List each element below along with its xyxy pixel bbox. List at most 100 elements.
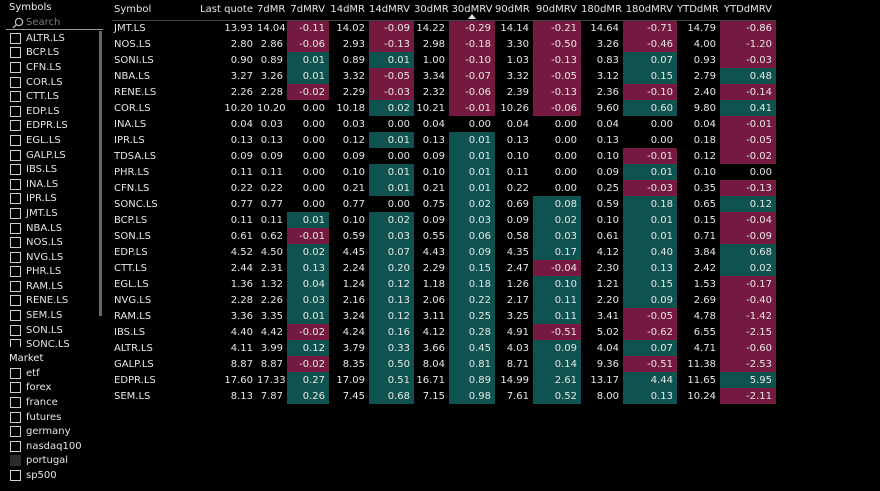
column-header-7dmr[interactable]: 7dMR — [257, 0, 287, 20]
symbol-filter-nvg-ls[interactable]: NVG.LS — [6, 250, 98, 265]
column-header-180dmr[interactable]: 180dMR — [581, 0, 623, 20]
checkbox[interactable] — [10, 91, 21, 103]
checkbox[interactable] — [10, 207, 21, 219]
checkbox[interactable] — [10, 440, 21, 452]
table-row[interactable]: RAM.LS 3.36 3.35 0.01 3.24 0.12 3.11 0.25 3.25 0.… — [112, 308, 776, 324]
market-filter-futures[interactable]: futures — [6, 410, 104, 425]
market-filter-nasdaq100[interactable]: nasdaq100 — [6, 439, 104, 454]
checkbox[interactable] — [10, 426, 21, 438]
symbol-filter-nba-ls[interactable]: NBA.LS — [6, 221, 98, 236]
table-row[interactable]: SONI.LS 0.90 0.89 0.01 0.89 0.01 1.00 -0.10 1.03… — [112, 52, 776, 68]
table-row[interactable]: EDPR.LS 17.60 17.33 0.27 17.09 0.51 16.71 0.89 1… — [112, 372, 776, 388]
symbol-filter-ibs-ls[interactable]: IBS.LS — [6, 162, 98, 177]
table-row[interactable]: EDP.LS 4.52 4.50 0.02 4.45 0.07 4.43 0.09 4.35 0.… — [112, 244, 776, 260]
checkbox[interactable] — [10, 266, 21, 278]
column-header-symbol[interactable]: Symbol — [112, 0, 176, 20]
search-box[interactable] — [6, 15, 103, 30]
checkbox[interactable] — [10, 251, 21, 263]
checkbox[interactable] — [10, 193, 21, 205]
table-row[interactable]: BCP.LS 0.11 0.11 0.01 0.10 0.02 0.09 0.03 0.09 0.… — [112, 212, 776, 228]
column-header-last-quote[interactable]: Last quote — [176, 0, 257, 20]
column-header-14dmr[interactable]: 14dMR — [329, 0, 369, 20]
symbol-filter-sonc-ls[interactable]: SONC.LS — [6, 337, 98, 347]
checkbox[interactable] — [10, 222, 21, 234]
column-header-180dmrv[interactable]: 180dMRV — [623, 0, 677, 20]
checkbox[interactable] — [10, 367, 21, 379]
search-input[interactable] — [26, 15, 102, 29]
symbol-filter-edp-ls[interactable]: EDP.LS — [6, 104, 98, 119]
symbol-filter-cfn-ls[interactable]: CFN.LS — [6, 60, 98, 75]
checkbox[interactable] — [10, 310, 21, 322]
checkbox[interactable] — [10, 47, 21, 59]
table-row[interactable]: NOS.LS 2.80 2.86 -0.06 2.93 -0.13 2.98 -0.18 3.3… — [112, 36, 776, 52]
market-filter-sp500[interactable]: sp500 — [6, 468, 104, 483]
symbol-filter-sem-ls[interactable]: SEM.LS — [6, 308, 98, 323]
column-header-90dmrv[interactable]: 90dMRV — [533, 0, 581, 20]
column-header-90dmr[interactable]: 90dMR — [495, 0, 533, 20]
symbol-filter-son-ls[interactable]: SON.LS — [6, 323, 98, 338]
column-header-14dmrv[interactable]: 14dMRV — [369, 0, 414, 20]
market-filter-france[interactable]: france — [6, 395, 104, 410]
symbol-filter-ina-ls[interactable]: INA.LS — [6, 177, 98, 192]
checkbox[interactable] — [10, 61, 21, 73]
checkbox[interactable] — [10, 396, 21, 408]
table-row[interactable]: SEM.LS 8.13 7.87 0.26 7.45 0.68 7.15 0.98 7.61 0.… — [112, 388, 776, 404]
checkbox[interactable] — [10, 280, 21, 292]
market-filter-forex[interactable]: forex — [6, 381, 104, 396]
table-row[interactable]: JMT.LS 13.93 14.04 -0.11 14.02 -0.09 14.22 -0.2… — [112, 20, 776, 36]
table-row[interactable]: COR.LS 10.20 10.20 0.00 10.18 0.02 10.21 -0.01 1… — [112, 100, 776, 116]
column-header-ytddmr[interactable]: YTDdMR — [677, 0, 720, 20]
checkbox[interactable] — [10, 32, 21, 44]
checkbox[interactable] — [10, 178, 21, 190]
table-row[interactable]: INA.LS 0.04 0.03 0.00 0.03 0.00 0.04 0.00 0.04 0.… — [112, 116, 776, 132]
symbol-filter-egl-ls[interactable]: EGL.LS — [6, 133, 98, 148]
table-row[interactable]: IBS.LS 4.40 4.42 -0.02 4.24 0.16 4.12 0.28 4.91-… — [112, 324, 776, 340]
checkbox[interactable] — [10, 120, 21, 132]
table-row[interactable]: CTT.LS 2.44 2.31 0.13 2.24 0.20 2.29 0.15 2.47 -0… — [112, 260, 776, 276]
symbol-filter-phr-ls[interactable]: PHR.LS — [6, 265, 98, 280]
symbol-filter-ram-ls[interactable]: RAM.LS — [6, 279, 98, 294]
table-row[interactable]: PHR.LS 0.11 0.11 0.00 0.10 0.01 0.10 0.01 0.11 0.… — [112, 164, 776, 180]
symbol-filter-bcp-ls[interactable]: BCP.LS — [6, 46, 98, 61]
market-filter-germany[interactable]: germany — [6, 424, 104, 439]
checkbox[interactable] — [10, 339, 21, 347]
column-header-ytddmrv[interactable]: YTDdMRV — [720, 0, 776, 20]
symbol-filter-rene-ls[interactable]: RENE.LS — [6, 294, 98, 309]
table-row[interactable]: TDSA.LS 0.09 0.09 0.00 0.09 0.00 0.09 0.01 0.10 0… — [112, 148, 776, 164]
market-filter-etf[interactable]: etf — [6, 366, 104, 381]
checkbox[interactable] — [10, 455, 21, 467]
table-row[interactable]: NBA.LS 3.27 3.26 0.01 3.32 -0.05 3.34 -0.07 3.32… — [112, 68, 776, 84]
column-header-7dmrv[interactable]: 7dMRV — [287, 0, 329, 20]
table-row[interactable]: EGL.LS 1.36 1.32 0.04 1.24 0.12 1.18 0.18 1.26 0.… — [112, 276, 776, 292]
symbol-filter-edpr-ls[interactable]: EDPR.LS — [6, 119, 98, 134]
symbol-filter-cor-ls[interactable]: COR.LS — [6, 75, 98, 90]
symbol-filter-galp-ls[interactable]: GALP.LS — [6, 148, 98, 163]
symbol-filter-ipr-ls[interactable]: IPR.LS — [6, 192, 98, 207]
checkbox[interactable] — [10, 134, 21, 146]
symbol-filter-altr-ls[interactable]: ALTR.LS — [6, 31, 98, 46]
checkbox[interactable] — [10, 237, 21, 249]
checkbox[interactable] — [10, 295, 21, 307]
checkbox[interactable] — [10, 411, 21, 423]
symbol-filter-jmt-ls[interactable]: JMT.LS — [6, 206, 98, 221]
column-header-30dmr[interactable]: 30dMR — [414, 0, 449, 20]
table-row[interactable]: CFN.LS 0.22 0.22 0.00 0.21 0.01 0.21 0.01 0.22 0.… — [112, 180, 776, 196]
checkbox[interactable] — [10, 469, 21, 481]
table-row[interactable]: SONC.LS 0.77 0.77 0.00 0.77 0.00 0.75 0.02 0.69 0… — [112, 196, 776, 212]
market-filter-portugal[interactable]: portugal — [6, 454, 104, 469]
symbol-list-scrollbar-thumb[interactable] — [99, 31, 102, 316]
column-header-30dmrv[interactable]: 30dMRV — [449, 0, 495, 20]
table-row[interactable]: SON.LS 0.61 0.62 -0.01 0.59 0.03 0.55 0.06 0.58 0… — [112, 228, 776, 244]
table-row[interactable]: GALP.LS 8.87 8.87 -0.02 8.35 0.50 8.04 0.81 8.71… — [112, 356, 776, 372]
table-row[interactable]: ALTR.LS 4.11 3.99 0.12 3.79 0.33 3.66 0.45 4.03 0… — [112, 340, 776, 356]
table-row[interactable]: RENE.LS 2.26 2.28 -0.02 2.29 -0.03 2.32 -0.06 2.… — [112, 84, 776, 100]
checkbox[interactable] — [10, 382, 21, 394]
checkbox[interactable] — [10, 76, 21, 88]
symbol-filter-nos-ls[interactable]: NOS.LS — [6, 235, 98, 250]
symbol-filter-ctt-ls[interactable]: CTT.LS — [6, 89, 98, 104]
checkbox[interactable] — [10, 149, 21, 161]
checkbox[interactable] — [10, 164, 21, 176]
checkbox[interactable] — [10, 324, 21, 336]
table-row[interactable]: IPR.LS 0.13 0.13 0.00 0.12 0.01 0.13 0.01 0.13 0.… — [112, 132, 776, 148]
table-row[interactable]: NVG.LS 2.28 2.26 0.03 2.16 0.13 2.06 0.22 2.17 0.… — [112, 292, 776, 308]
